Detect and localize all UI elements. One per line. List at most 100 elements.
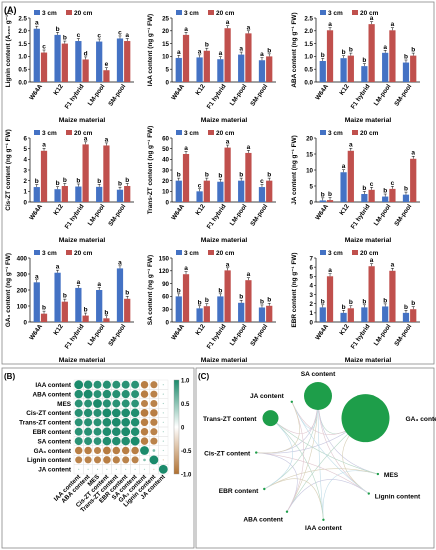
y-tick-label: 7 bbox=[310, 255, 314, 262]
legend-swatch-20cm bbox=[66, 10, 72, 15]
legend-label-3cm: 3 cm bbox=[184, 10, 199, 17]
y-tick-label: 15 bbox=[162, 41, 169, 48]
y-axis-label: Trans-ZT content (ng g⁻¹ FW) bbox=[147, 126, 154, 215]
correlation-dot bbox=[162, 412, 164, 414]
correlation-dot bbox=[102, 380, 111, 389]
significance-letter: a bbox=[391, 21, 395, 28]
network-node bbox=[290, 400, 293, 404]
bar-3cm bbox=[402, 194, 410, 202]
bar-20cm bbox=[389, 188, 396, 202]
bar-3cm bbox=[196, 57, 203, 82]
category-label: W64A bbox=[170, 323, 186, 342]
legend-swatch-3cm bbox=[320, 10, 326, 15]
category-label: LM-pool bbox=[87, 83, 107, 107]
bar-3cm bbox=[382, 52, 389, 82]
category-label: LM-pool bbox=[373, 323, 393, 347]
correlation-dot bbox=[162, 384, 164, 386]
correlation-dot bbox=[74, 427, 83, 436]
bar-3cm bbox=[361, 307, 368, 322]
significance-letter: b bbox=[56, 180, 60, 187]
y-tick-label: 3 bbox=[24, 167, 28, 174]
significance-letter: a bbox=[184, 265, 188, 272]
panel-label-b: (B) bbox=[4, 372, 15, 381]
y-tick-label: 0.5 bbox=[18, 67, 27, 74]
x-axis-label: Maize material bbox=[345, 357, 392, 364]
category-label: F1 hybrid bbox=[64, 203, 86, 230]
correlation-dot bbox=[84, 427, 93, 436]
bar-20cm bbox=[224, 28, 231, 83]
bar-3cm bbox=[319, 200, 326, 202]
significance-letter: b bbox=[321, 191, 325, 198]
bar-20cm bbox=[182, 274, 190, 322]
x-axis-label: Maize material bbox=[345, 237, 392, 244]
y-tick-label: 20 bbox=[306, 135, 313, 142]
bar-3cm bbox=[54, 189, 61, 202]
significance-letter: c bbox=[118, 29, 122, 36]
correlation-dot bbox=[83, 408, 93, 418]
network-edge bbox=[256, 452, 369, 494]
correlation-dot bbox=[140, 399, 149, 408]
correlation-dot bbox=[158, 464, 168, 474]
bar-3cm bbox=[175, 57, 182, 82]
bar-20cm bbox=[368, 266, 375, 322]
legend-swatch-20cm bbox=[66, 130, 72, 135]
category-label: SM-pool bbox=[393, 323, 413, 348]
x-axis-label: Maize material bbox=[59, 357, 106, 364]
bar-20cm bbox=[203, 180, 210, 202]
category-label: F1 hybrid bbox=[206, 83, 228, 110]
significance-letter: a bbox=[184, 145, 188, 152]
correlation-dot bbox=[74, 418, 83, 427]
bar-20cm bbox=[40, 313, 48, 322]
significance-letter: b bbox=[198, 299, 202, 306]
correlation-dot bbox=[93, 418, 102, 427]
significance-letter: b bbox=[125, 290, 129, 297]
legend-swatch-20cm bbox=[352, 10, 358, 15]
correlation-dot bbox=[152, 449, 156, 452]
heatmap-row-label: Lignin content bbox=[27, 457, 72, 464]
significance-letter: b bbox=[177, 287, 181, 294]
category-label: K12 bbox=[338, 323, 351, 337]
significance-letter: b bbox=[404, 304, 408, 311]
bar-20cm bbox=[103, 145, 110, 202]
bar-20cm bbox=[124, 298, 131, 322]
y-tick-label: 300 bbox=[17, 271, 28, 278]
category-label: SM-pool bbox=[393, 83, 413, 108]
bar-20cm bbox=[61, 43, 68, 82]
legend-swatch-20cm bbox=[66, 250, 72, 255]
significance-letter: b bbox=[349, 47, 353, 54]
bar-20cm bbox=[245, 280, 252, 322]
bar-20cm bbox=[368, 24, 375, 83]
y-tick-label: 2 bbox=[24, 178, 28, 185]
bar-20cm bbox=[326, 30, 334, 82]
correlation-dot bbox=[131, 399, 139, 408]
bar-3cm bbox=[175, 296, 182, 322]
correlation-dot bbox=[112, 380, 121, 389]
bar-20cm bbox=[124, 41, 131, 82]
significance-letter: a bbox=[105, 136, 109, 143]
correlation-dot bbox=[121, 427, 131, 437]
bar-chart-4: 0 10 20 30 40 50 60 Trans-ZT content (ng g⁻¹ FW… bbox=[147, 126, 276, 244]
y-tick-label: 2.5 bbox=[304, 15, 313, 22]
correlation-dot bbox=[106, 468, 108, 470]
significance-letter: b bbox=[205, 42, 209, 49]
legend-label-20cm: 20 cm bbox=[74, 130, 93, 137]
correlation-dot bbox=[93, 408, 102, 417]
significance-letter: a bbox=[77, 279, 81, 286]
bar-chart-2: 0.0 0.5 1.0 1.5 2.0 2.5 ABA content (ng g⁻¹ FW… bbox=[291, 10, 420, 124]
colorbar-tick-label: 0.5 bbox=[181, 402, 190, 408]
correlation-dot bbox=[103, 456, 111, 464]
correlation-dot bbox=[112, 446, 121, 455]
bar-20cm bbox=[245, 152, 252, 202]
correlation-dot bbox=[112, 436, 121, 446]
legend-swatch-3cm bbox=[176, 10, 182, 15]
network-node bbox=[322, 518, 325, 521]
panel-label-c: (C) bbox=[198, 372, 209, 381]
legend-label-3cm: 3 cm bbox=[42, 10, 57, 17]
y-tick-label: 0.0 bbox=[304, 79, 313, 86]
correlation-dot bbox=[111, 427, 121, 437]
legend-label-3cm: 3 cm bbox=[184, 250, 199, 257]
correlation-dot bbox=[111, 408, 121, 418]
significance-letter: b bbox=[125, 177, 129, 184]
y-tick-label: 10 bbox=[162, 189, 169, 196]
significance-letter: a bbox=[35, 273, 39, 280]
